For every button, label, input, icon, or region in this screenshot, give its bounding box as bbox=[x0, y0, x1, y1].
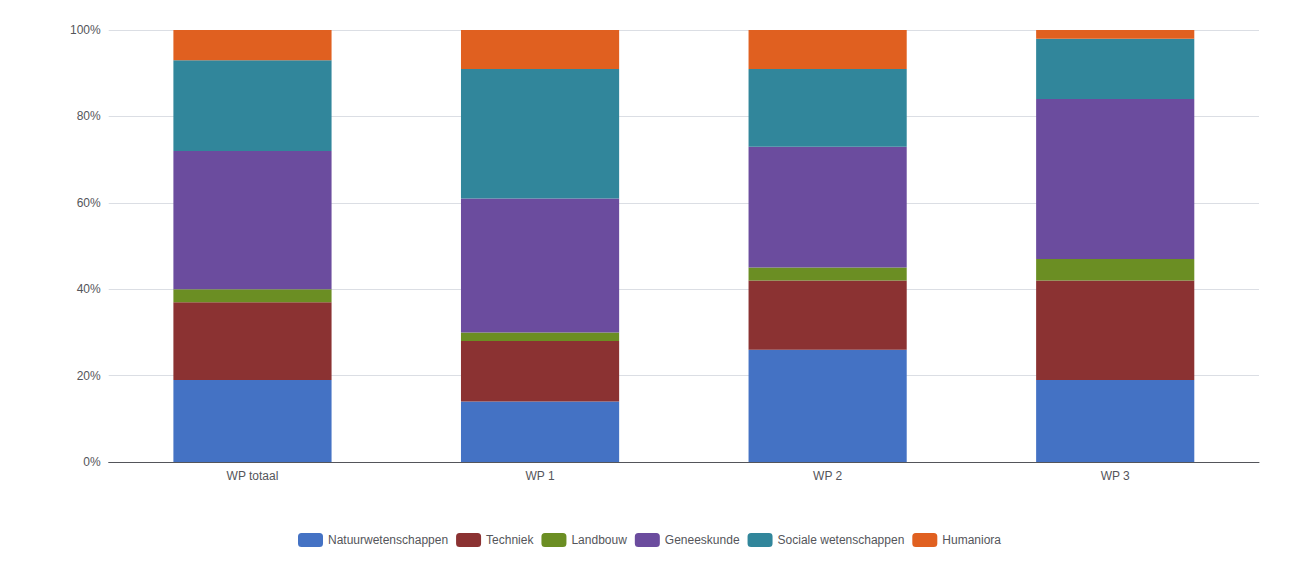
svg-text:WP totaal: WP totaal bbox=[227, 469, 279, 483]
svg-text:40%: 40% bbox=[77, 282, 101, 296]
svg-text:Landbouw: Landbouw bbox=[571, 533, 627, 547]
svg-text:Sociale wetenschappen: Sociale wetenschappen bbox=[778, 533, 905, 547]
svg-text:WP 2: WP 2 bbox=[813, 469, 842, 483]
svg-text:WP 3: WP 3 bbox=[1101, 469, 1130, 483]
svg-text:60%: 60% bbox=[77, 196, 101, 210]
svg-text:Humaniora: Humaniora bbox=[942, 533, 1001, 547]
svg-text:20%: 20% bbox=[77, 369, 101, 383]
svg-text:0%: 0% bbox=[83, 455, 101, 469]
svg-text:80%: 80% bbox=[77, 109, 101, 123]
svg-text:100%: 100% bbox=[70, 23, 101, 37]
svg-text:Natuurwetenschappen: Natuurwetenschappen bbox=[328, 533, 448, 547]
svg-text:Geneeskunde: Geneeskunde bbox=[665, 533, 740, 547]
svg-text:WP 1: WP 1 bbox=[525, 469, 554, 483]
svg-text:Techniek: Techniek bbox=[486, 533, 534, 547]
